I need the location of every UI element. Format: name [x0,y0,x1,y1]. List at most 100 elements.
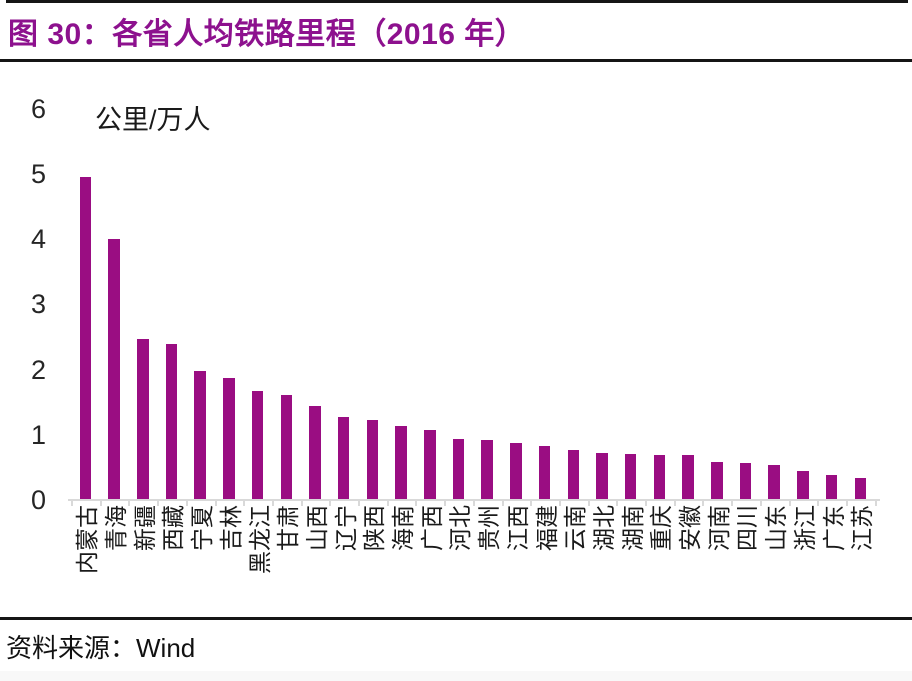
x-category-label: 福建 [533,505,560,551]
x-category-label: 河北 [447,505,474,551]
x-axis-tick [243,500,246,506]
x-axis-tick [214,500,217,506]
x-axis-tick [673,500,676,506]
bar [624,454,637,500]
title-divider [0,59,912,62]
bar [596,453,608,500]
x-category-label: 江苏 [849,505,876,551]
x-axis-tick [99,500,102,506]
y-tick-label: 1 [30,419,46,450]
y-tick-label: 5 [30,159,46,189]
bar [682,455,694,500]
y-tick-label: 6 [30,93,46,124]
x-axis-tick [444,500,447,506]
bar [452,438,465,500]
x-category-label: 山东 [763,505,790,551]
x-axis-tick [874,500,877,506]
x-category-label: 吉林 [217,505,244,551]
x-category-label: 浙江 [791,505,818,551]
bar [108,239,120,500]
bar [481,440,493,500]
x-axis-tick [185,500,188,506]
bar-chart: 公里/万人 0 1 2 3 4 5 6 内蒙古 青海 新疆 西藏 宁夏 吉林 黑龙江 甘肃 山西 辽宁 陕西 海南… [0,70,912,615]
x-axis-tick [731,500,734,506]
x-axis-tick [501,500,504,506]
x-axis-tick [157,500,160,506]
x-category-label: 云南 [562,505,589,551]
bar [797,470,809,500]
bar [79,177,92,500]
x-category-label: 甘肃 [275,505,302,551]
x-category-label: 贵州 [476,505,503,551]
bottom-page-band [0,671,912,681]
x-axis-tick [759,500,762,506]
bar [309,406,321,500]
bar [165,343,178,500]
x-category-label: 广西 [418,505,445,551]
x-axis-tick [788,500,791,506]
x-category-label: 河南 [705,505,732,551]
x-axis-tick [645,500,647,506]
x-axis-tick [386,500,389,506]
x-category-label: 青海 [103,505,130,551]
x-axis-tick [329,500,332,506]
bar [510,442,522,500]
bar [653,455,666,500]
x-category-label: 湖北 [590,505,617,551]
bar [337,416,350,500]
x-axis-tick [71,500,73,506]
bar [395,426,407,500]
x-axis-tick [300,500,303,506]
x-category-label: 山西 [303,505,330,551]
x-category-label: 陕西 [361,505,388,551]
x-axis-tick [271,500,274,506]
x-axis-tick [845,500,848,506]
x-category-label: 宁夏 [189,505,216,551]
x-category-label: 四川 [734,505,761,551]
x-axis-tick [415,500,418,506]
x-axis-tick [558,500,561,506]
bar [251,391,264,500]
x-axis-tick [702,500,705,506]
y-tick-label: 2 [30,354,46,385]
x-axis-tick [817,500,820,506]
x-category-label: 海南 [390,505,417,551]
bar [280,395,292,500]
y-tick-label: 4 [30,224,46,255]
bar [538,445,551,500]
x-axis-tick [616,500,619,506]
bar [768,464,780,500]
bar [825,475,838,500]
x-category-label: 西藏 [160,505,187,551]
bar [739,462,752,500]
y-tick-label: 3 [30,289,46,320]
x-category-label: 新疆 [131,505,158,551]
x-category-label: 内蒙古 [74,505,101,574]
y-axis-unit-label: 公里/万人 [95,105,211,135]
x-category-label: 湖南 [619,505,646,551]
x-category-label: 辽宁 [332,505,359,551]
bar [854,477,866,500]
x-axis-tick [358,500,360,506]
top-frame-line [6,0,908,3]
x-category-label: 黑龙江 [246,505,273,574]
x-category-label: 江西 [504,505,531,551]
bar [567,450,579,500]
bar [711,462,723,500]
figure-title: 图 30：各省人均铁路里程（2016 年） [8,18,526,51]
y-tick-label: 0 [30,485,46,515]
bar [137,338,149,500]
bar [223,378,235,500]
x-category-label: 广东 [820,505,847,551]
x-category-label: 重庆 [648,505,675,551]
x-category-label: 安徽 [677,505,704,551]
bar [424,430,436,500]
bar [194,370,206,500]
x-axis-tick [587,500,590,506]
footer-divider [0,617,912,620]
x-axis-tick [530,500,533,506]
bar [366,420,379,500]
x-axis-tick [128,500,131,506]
data-source-note: 资料来源：Wind [6,633,196,663]
